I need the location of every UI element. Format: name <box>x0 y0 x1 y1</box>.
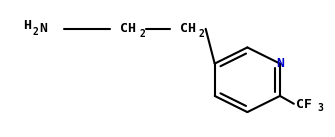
Text: 2: 2 <box>139 29 145 39</box>
Text: N: N <box>39 22 47 35</box>
Text: 2: 2 <box>32 27 38 37</box>
Text: H: H <box>23 19 31 32</box>
Text: N: N <box>276 57 284 70</box>
Text: CH: CH <box>180 22 196 35</box>
Text: 3: 3 <box>318 103 324 113</box>
Text: CH: CH <box>120 22 136 35</box>
Text: CF: CF <box>296 98 312 111</box>
Text: 2: 2 <box>199 29 205 39</box>
